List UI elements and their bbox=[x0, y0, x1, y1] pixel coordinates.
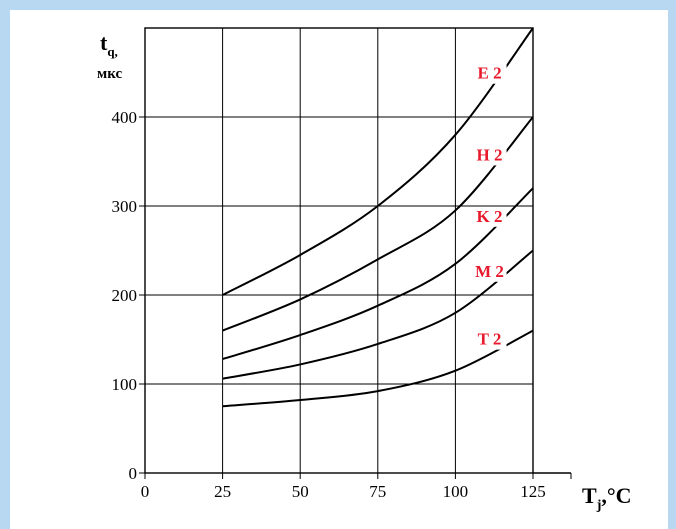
x-tick-label: 50 bbox=[292, 482, 309, 501]
x-tick-label: 75 bbox=[369, 482, 386, 501]
x-axis-label: Tj,°C bbox=[582, 483, 632, 513]
x-axis-label-main: T bbox=[582, 483, 597, 508]
y-tick-label: 200 bbox=[112, 286, 138, 305]
series-label-t2: T 2 bbox=[478, 330, 502, 349]
grid bbox=[145, 28, 533, 473]
x-tick-label: 125 bbox=[520, 482, 546, 501]
series-labels: E 2 H 2 K 2 M 2 T 2 bbox=[474, 63, 507, 350]
series-lines bbox=[222, 27, 534, 408]
plot-border bbox=[144, 27, 534, 474]
series-line-e2 bbox=[222, 27, 534, 296]
x-tick-label: 0 bbox=[141, 482, 150, 501]
series-line-k2 bbox=[222, 187, 534, 361]
series-label-bg bbox=[474, 145, 507, 166]
y-axis-unit: мкс bbox=[97, 66, 122, 82]
axes bbox=[139, 27, 572, 479]
series-label-e2: E 2 bbox=[477, 64, 501, 83]
series-line-h2 bbox=[222, 116, 534, 332]
y-tick-label: 300 bbox=[112, 197, 138, 216]
y-axis-label-sub: q, bbox=[107, 44, 117, 59]
series-label-bg bbox=[474, 206, 507, 227]
y-tick-label: 0 bbox=[129, 464, 138, 483]
series-line-t2 bbox=[222, 329, 534, 408]
y-tick-label: 100 bbox=[112, 375, 138, 394]
y-axis-label-main: t bbox=[100, 30, 108, 55]
y-tick-label: 400 bbox=[112, 108, 138, 127]
series-label-bg bbox=[474, 261, 507, 282]
y-axis-label: tq, bbox=[100, 30, 118, 59]
series-label-bg bbox=[474, 63, 507, 84]
series-label-k2: K 2 bbox=[477, 207, 503, 226]
x-axis-label-sub: j bbox=[596, 498, 602, 513]
x-tick-label: 100 bbox=[443, 482, 469, 501]
x-axis-label-unit: ,°C bbox=[601, 483, 631, 508]
x-tick-label: 25 bbox=[214, 482, 231, 501]
series-label-h2: H 2 bbox=[477, 145, 503, 164]
tick-labels: 0 25 50 75 100 125 0 100 200 300 400 bbox=[112, 108, 546, 501]
series-line-m2 bbox=[222, 249, 534, 380]
series-label-bg bbox=[474, 329, 507, 350]
series-label-m2: M 2 bbox=[475, 262, 504, 281]
